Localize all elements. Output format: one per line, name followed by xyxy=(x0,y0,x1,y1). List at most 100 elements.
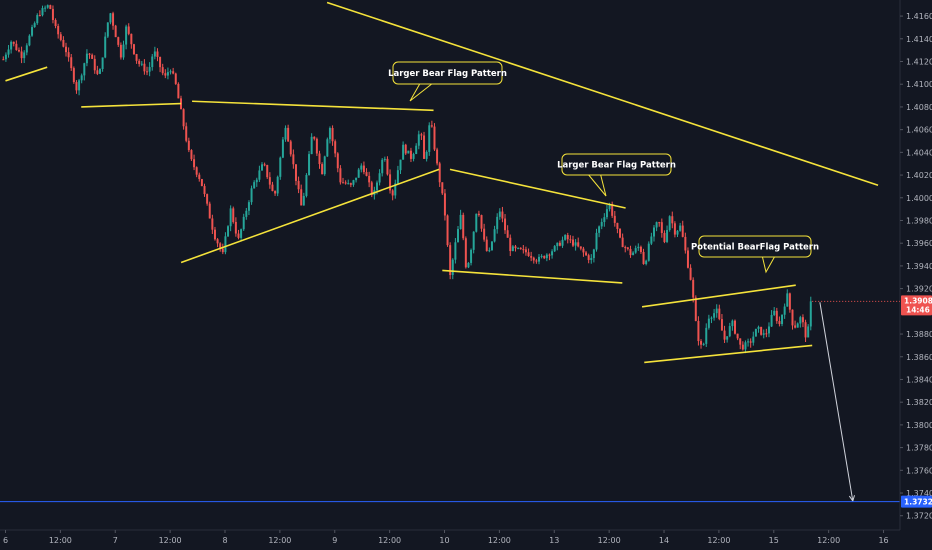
trend-line[interactable] xyxy=(180,168,440,264)
candle-body xyxy=(328,128,331,140)
candle-body xyxy=(417,134,420,146)
candle-body xyxy=(355,177,358,181)
trend-line[interactable] xyxy=(192,100,434,112)
price-axis[interactable]: 1.41600 1.41400 1.41200 1.41000 1.40800 1.406… xyxy=(899,0,932,550)
candle-body xyxy=(203,186,206,195)
candle-body xyxy=(308,154,311,176)
callout-label: Larger Bear Flag Pattern xyxy=(557,161,676,171)
candle-body xyxy=(360,165,363,170)
trend-line[interactable] xyxy=(326,1,879,187)
candle-body xyxy=(449,245,452,276)
candle-body xyxy=(608,204,611,210)
candle-body xyxy=(705,327,708,344)
candle-body xyxy=(250,188,253,203)
candle-body xyxy=(198,174,201,180)
candle-body xyxy=(532,257,535,261)
candle-body xyxy=(595,232,598,250)
candle-body xyxy=(300,189,303,206)
candle-body xyxy=(258,170,261,180)
callout-box[interactable] xyxy=(392,61,503,85)
candle-body xyxy=(386,158,389,175)
candle-body xyxy=(579,246,582,249)
candle-body xyxy=(749,341,752,343)
candle-body xyxy=(185,126,188,141)
candle-body xyxy=(807,326,810,338)
candle-body xyxy=(59,34,62,40)
price-tick-label: 1.38400 xyxy=(906,375,932,384)
candle-body xyxy=(535,260,538,262)
candle-body xyxy=(668,216,671,231)
candle-body xyxy=(645,260,648,265)
candle-body xyxy=(561,239,564,246)
candle-body xyxy=(292,154,295,165)
candle-body xyxy=(506,230,509,238)
candle-body xyxy=(88,53,91,55)
callout-box[interactable] xyxy=(561,153,672,176)
trend-line[interactable] xyxy=(449,168,626,209)
candle-body xyxy=(692,279,695,298)
time-tick-label: 12:00 xyxy=(817,536,840,545)
candle-body xyxy=(266,165,269,178)
candle-body xyxy=(734,320,736,334)
candle-body xyxy=(564,234,567,240)
trend-line[interactable] xyxy=(644,344,813,364)
candle-body xyxy=(15,43,18,50)
candle-body xyxy=(569,239,572,241)
candle-body xyxy=(483,228,486,240)
candle-body xyxy=(349,183,352,185)
down-arrow-line[interactable] xyxy=(819,302,854,502)
candle-body xyxy=(289,141,292,155)
callout-box[interactable] xyxy=(698,235,812,258)
candle-body xyxy=(114,25,117,38)
candle-body xyxy=(54,19,57,27)
candle-body xyxy=(187,140,190,151)
candle-body xyxy=(571,239,574,246)
target-price-badge[interactable] xyxy=(901,495,932,508)
candle-body xyxy=(783,306,786,315)
candle-body xyxy=(274,191,277,194)
current-price-badge[interactable] xyxy=(901,295,932,316)
candle-body xyxy=(613,215,616,223)
price-tick-label: 1.38600 xyxy=(906,353,932,362)
candle-body xyxy=(409,150,412,159)
time-axis[interactable]: 6 12:00 7 12:00 8 12:00 9 12:00 10 12:00 13 12:00 14… xyxy=(0,529,932,550)
arrow-head-icon xyxy=(848,495,855,503)
candle-body xyxy=(67,52,70,58)
candle-body xyxy=(208,203,211,219)
price-tick-label: 1.41200 xyxy=(906,58,932,67)
callout-pointer xyxy=(761,256,775,274)
candle-body xyxy=(378,173,381,183)
candle-body xyxy=(138,60,141,64)
candle-body xyxy=(558,242,561,246)
candle-body xyxy=(284,127,287,140)
candle-body xyxy=(530,256,533,258)
candles-layer xyxy=(2,4,812,354)
price-tick-label: 1.37800 xyxy=(906,444,932,453)
candle-body xyxy=(566,234,569,240)
candle-body xyxy=(370,182,373,196)
trend-line[interactable] xyxy=(81,102,182,108)
callouts-layer: Larger Bear Flag Pattern Larger Bear Flag… xyxy=(388,61,819,274)
candle-body xyxy=(263,164,266,166)
time-tick-label: 8 xyxy=(222,536,227,545)
trend-line[interactable] xyxy=(5,66,48,82)
candle-body xyxy=(352,180,355,185)
candle-body xyxy=(538,256,541,262)
candle-body xyxy=(590,258,593,260)
candle-body xyxy=(17,49,20,52)
time-tick-label: 7 xyxy=(113,536,118,545)
candle-body xyxy=(619,228,622,238)
candle-body xyxy=(676,230,679,235)
time-tick-label: 12:00 xyxy=(159,536,182,545)
candle-body xyxy=(383,158,386,160)
candle-body xyxy=(237,233,240,238)
trend-line[interactable] xyxy=(442,269,623,284)
candle-body xyxy=(331,128,334,142)
candle-body xyxy=(778,321,781,325)
trend-line[interactable] xyxy=(641,284,796,308)
candle-body xyxy=(318,153,321,165)
candle-body xyxy=(46,5,49,8)
candle-body xyxy=(234,221,237,234)
candle-body xyxy=(62,39,65,47)
